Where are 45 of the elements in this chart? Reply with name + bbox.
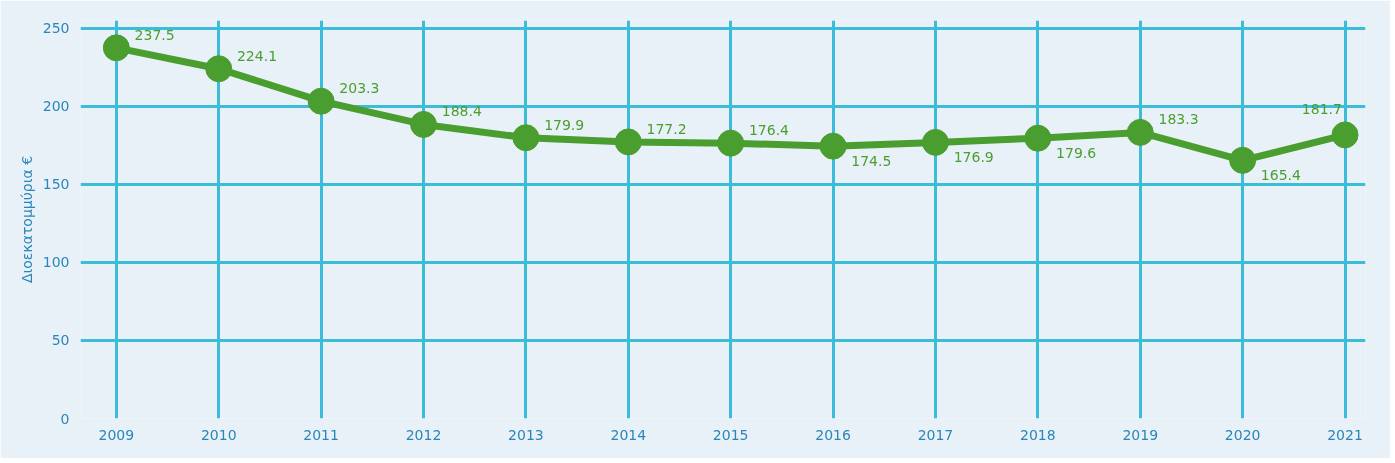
y-axis-title: Διοεκατομμύρια € — [18, 155, 35, 284]
x-tick-label: 2009 — [98, 426, 135, 443]
point — [410, 110, 438, 138]
x-tick-label: 2017 — [917, 426, 954, 443]
x-tick-label: 2021 — [1327, 426, 1363, 443]
point — [1024, 124, 1052, 152]
x-tick-label: 2020 — [1224, 426, 1261, 443]
x-tick-label: 2015 — [712, 426, 749, 443]
point — [512, 124, 540, 152]
point — [102, 34, 130, 62]
point — [614, 128, 642, 156]
y-tick-label: 0 — [60, 410, 70, 427]
data-label: 177.2 — [646, 120, 687, 137]
y-tick-label: 150 — [42, 176, 70, 193]
point — [921, 128, 949, 156]
x-tick-label: 2014 — [610, 426, 647, 443]
data-label: 203.3 — [339, 80, 380, 97]
point — [307, 87, 335, 115]
data-label: 176.9 — [953, 149, 994, 166]
x-tick-label: 2012 — [405, 426, 442, 443]
data-label: 176.4 — [748, 122, 790, 139]
x-tick-label: 2019 — [1122, 426, 1159, 443]
data-label: 237.5 — [134, 26, 175, 43]
data-label: 224.1 — [236, 47, 278, 64]
point — [1229, 146, 1257, 174]
y-tick-label: 200 — [42, 98, 70, 115]
data-label: 188.4 — [441, 103, 482, 120]
point — [819, 132, 847, 160]
point — [1126, 118, 1154, 146]
y-tick-label: 50 — [51, 332, 70, 349]
y-tick-label: 100 — [42, 254, 70, 271]
x-tick-label: 2013 — [508, 426, 544, 443]
point — [717, 129, 745, 157]
point — [205, 55, 233, 83]
data-label: 183.3 — [1158, 111, 1199, 128]
y-tick-label: 250 — [42, 20, 70, 37]
data-label: 174.5 — [851, 153, 892, 170]
data-label: 165.4 — [1260, 167, 1302, 184]
x-tick-label: 2011 — [303, 426, 339, 443]
x-tick-label: 2018 — [1020, 426, 1056, 443]
x-tick-label: 2010 — [200, 426, 237, 443]
point — [1331, 121, 1359, 149]
data-label: 179.6 — [1056, 145, 1097, 162]
x-tick-label: 2016 — [815, 426, 851, 443]
data-label: 179.9 — [544, 116, 585, 133]
